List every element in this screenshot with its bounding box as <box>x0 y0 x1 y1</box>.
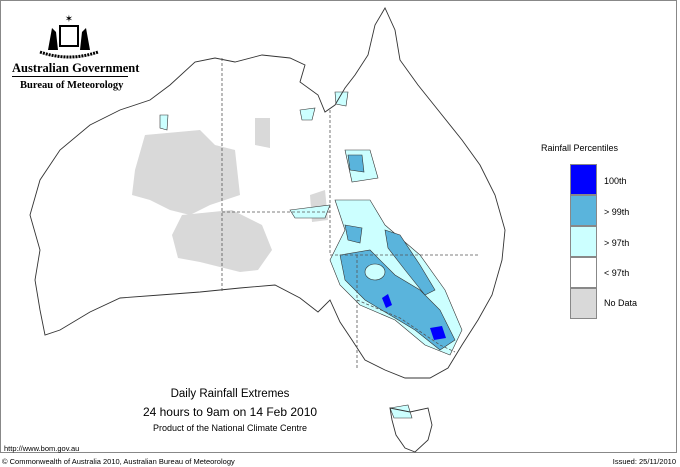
agency-name: Bureau of Meteorology <box>20 80 124 91</box>
legend-swatch-below-97th <box>570 257 597 288</box>
coat-of-arms-icon: ✶ <box>39 14 99 59</box>
legend-swatch-no-data <box>570 288 597 319</box>
australia-coastline <box>29 7 506 379</box>
header-divider <box>12 76 128 77</box>
legend-swatch-100th <box>570 164 597 195</box>
legend-swatch-97th <box>570 226 597 257</box>
map-title: Daily Rainfall Extremes <box>170 388 290 400</box>
svg-text:✶: ✶ <box>65 14 73 25</box>
rainfall-97th-pocket <box>364 263 386 281</box>
bom-website-link[interactable]: http://www.bom.gov.au <box>4 444 80 453</box>
legend-label: < 97th <box>604 268 630 278</box>
legend-label: > 97th <box>604 238 630 248</box>
rainfall-100th-regions <box>382 294 446 340</box>
legend-swatch-99th <box>570 195 597 226</box>
map-product-note: Product of the National Climate Centre <box>152 423 308 433</box>
tasmania-coastline <box>389 407 433 453</box>
no-data-regions <box>132 118 328 272</box>
state-boundaries <box>221 58 478 368</box>
legend-label: No Data <box>604 298 638 308</box>
map-frame <box>0 0 677 453</box>
org-name: Australian Government <box>12 61 140 75</box>
legend-title: Rainfall Percentiles <box>541 143 619 153</box>
legend-label: > 99th <box>604 207 630 217</box>
coat-of-arms-logo: ✶ <box>8 10 130 65</box>
issued-date: Issued: 25/11/2010 <box>612 457 676 466</box>
copyright: © Commonwealth of Australia 2010, Austra… <box>2 457 235 466</box>
legend-label: 100th <box>604 176 627 186</box>
map-subtitle: 24 hours to 9am on 14 Feb 2010 <box>142 405 318 419</box>
